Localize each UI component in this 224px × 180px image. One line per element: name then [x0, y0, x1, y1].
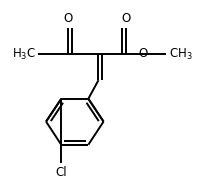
- Text: CH$_3$: CH$_3$: [169, 46, 192, 62]
- Text: O: O: [139, 48, 148, 60]
- Text: O: O: [121, 12, 130, 25]
- Text: Cl: Cl: [56, 166, 67, 179]
- Text: O: O: [63, 12, 73, 25]
- Text: H$_3$C: H$_3$C: [12, 46, 36, 62]
